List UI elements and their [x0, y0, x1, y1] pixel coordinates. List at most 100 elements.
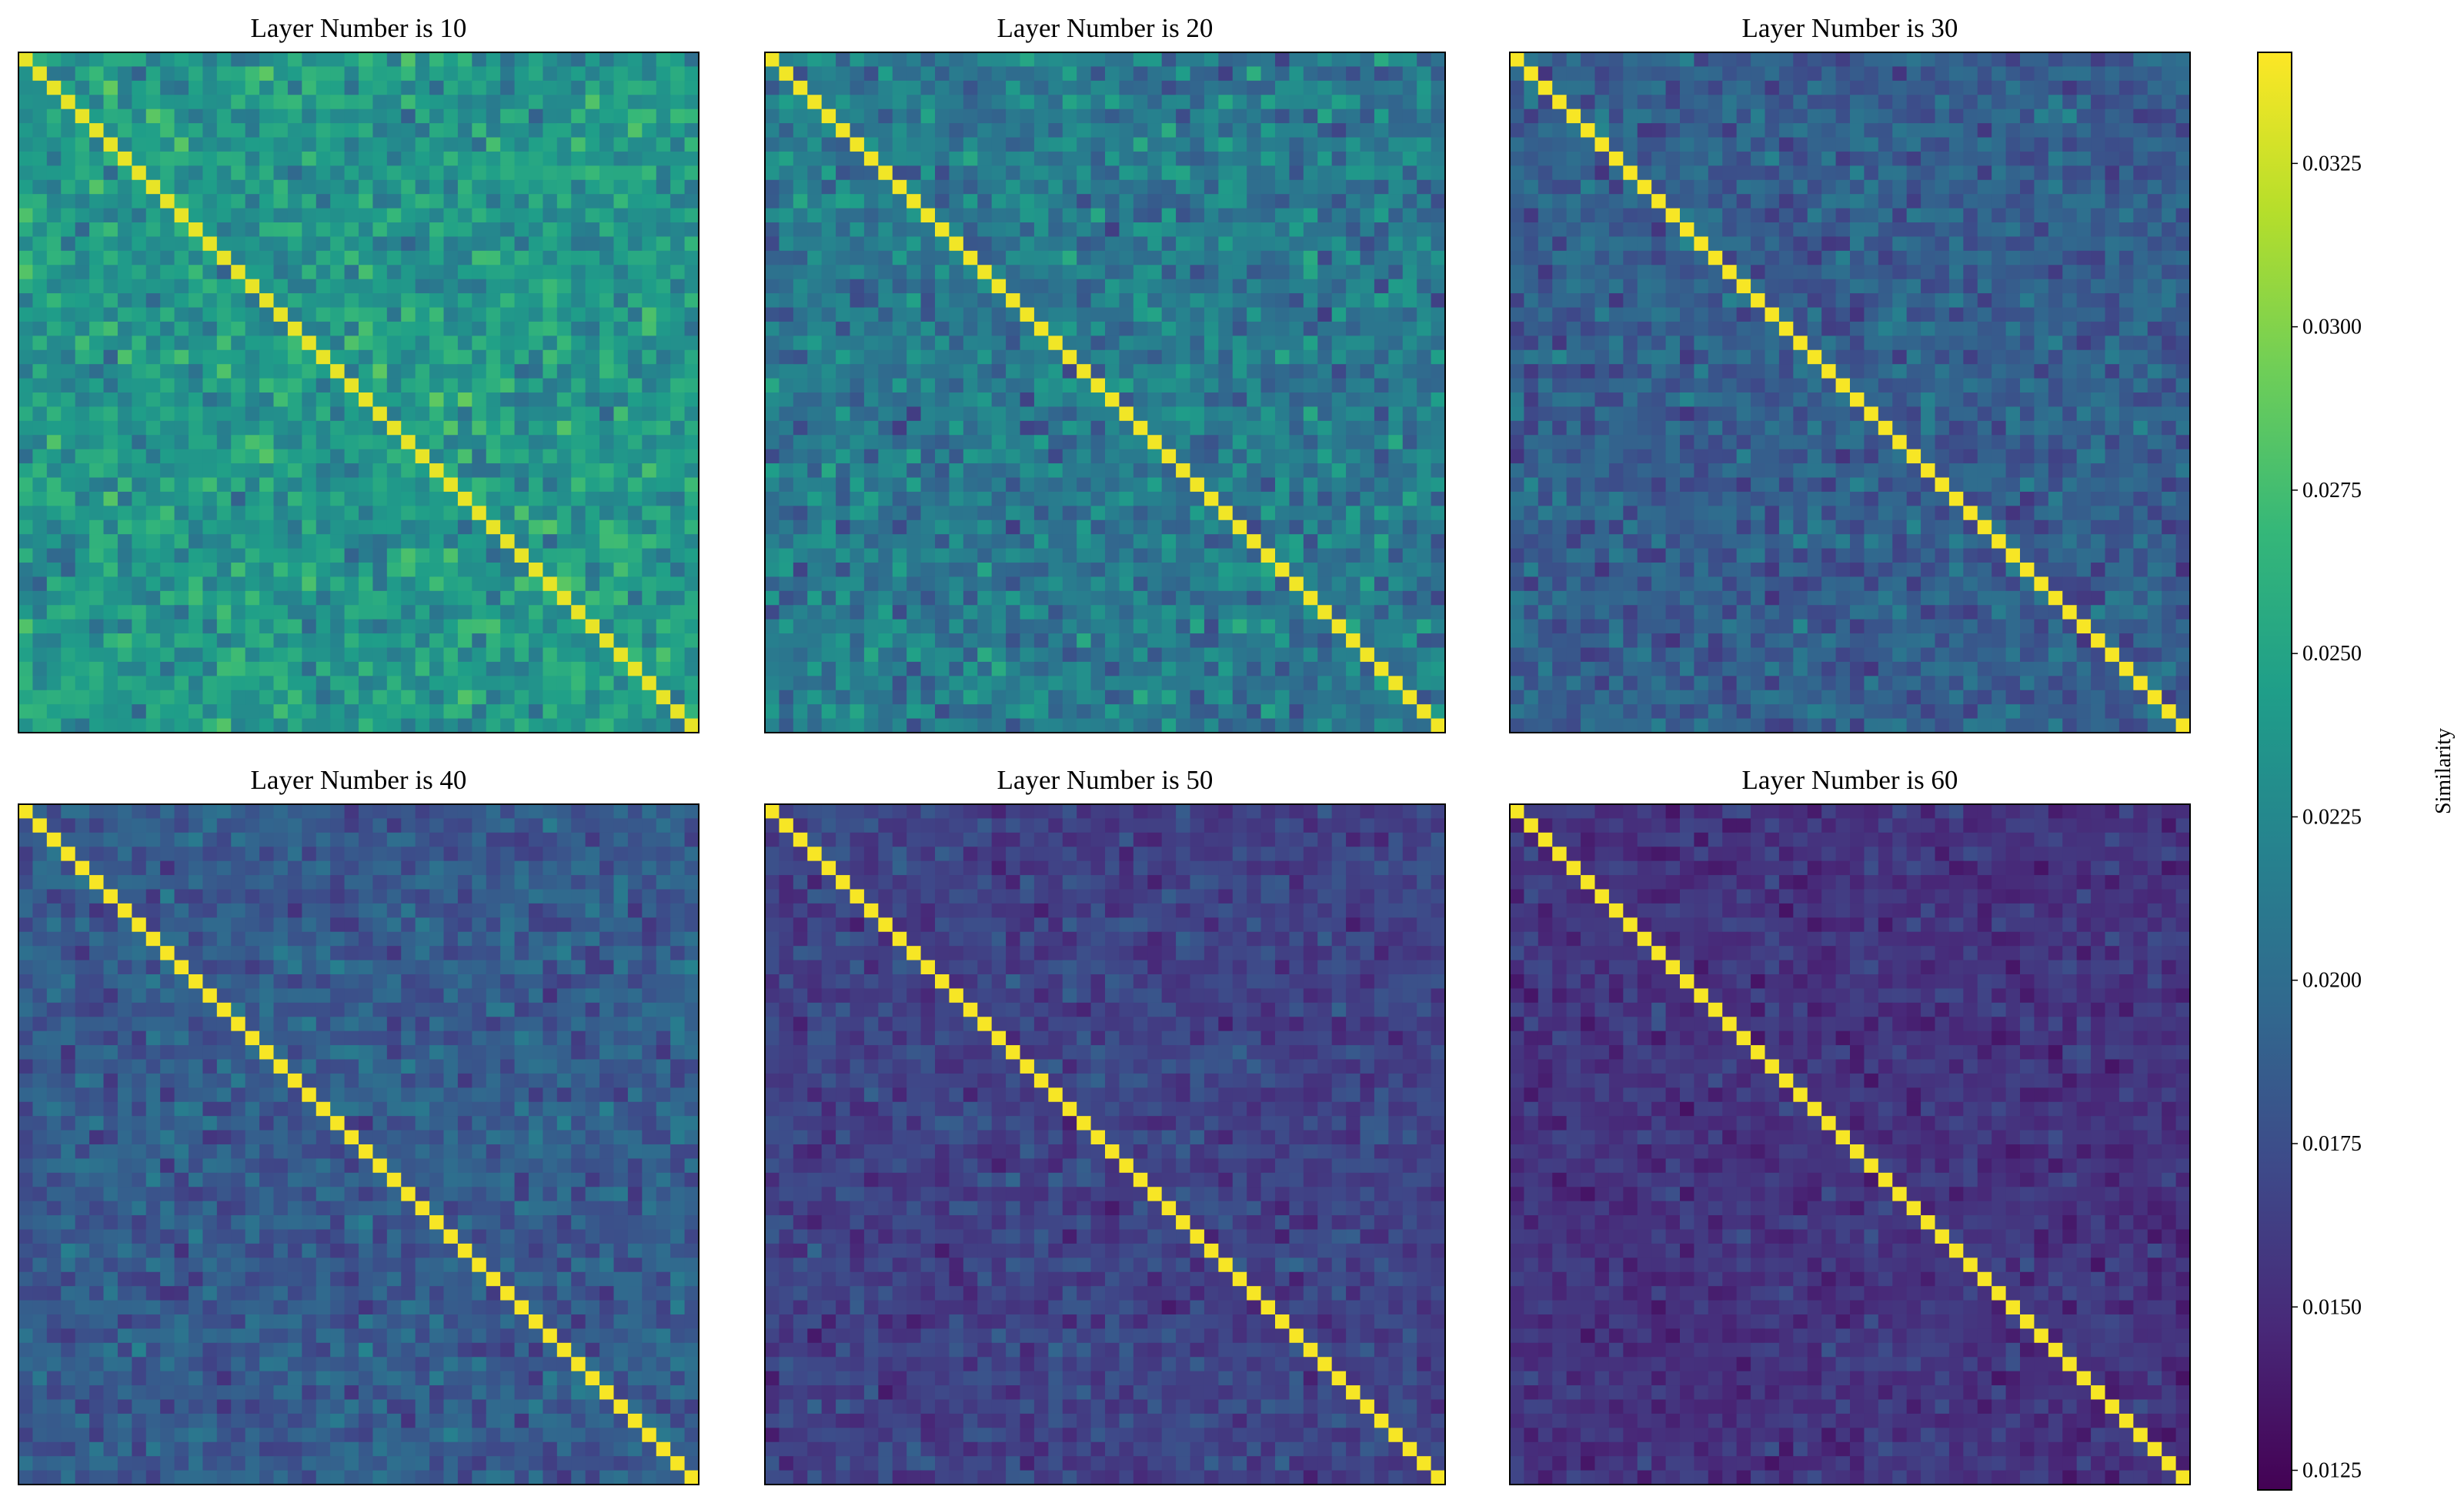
heatmap-cell — [359, 420, 374, 436]
heatmap-cell — [1388, 690, 1404, 705]
heatmap-cell — [231, 506, 246, 521]
heatmap-cell — [656, 109, 671, 124]
heatmap-cell — [1077, 307, 1092, 322]
heatmap-cell — [963, 406, 978, 422]
heatmap-cell — [585, 236, 600, 252]
heatmap-cell — [991, 95, 1007, 110]
heatmap-cell — [850, 647, 865, 663]
heatmap-cell — [1133, 590, 1148, 606]
heatmap-cell — [1303, 420, 1318, 436]
heatmap-cell — [863, 194, 879, 209]
heatmap-cell — [1232, 236, 1247, 252]
heatmap-cell — [1176, 80, 1191, 95]
heatmap-cell — [160, 208, 175, 223]
heatmap-cell — [160, 534, 175, 549]
heatmap-cell — [2034, 109, 2049, 124]
heatmap-cell — [1105, 52, 1120, 68]
heatmap-cell — [935, 548, 950, 563]
heatmap-cell — [684, 463, 699, 479]
heatmap-cell — [1303, 349, 1318, 365]
heatmap-cell — [145, 265, 161, 280]
heatmap-cell — [103, 52, 119, 68]
heatmap-cell — [1161, 435, 1177, 450]
heatmap-cell — [977, 336, 993, 351]
heatmap-cell — [765, 265, 780, 280]
heatmap-cell — [1374, 336, 1389, 351]
heatmap-cell — [1204, 222, 1219, 238]
heatmap-cell — [1204, 534, 1219, 549]
heatmap-cell — [765, 605, 780, 620]
heatmap-cell — [1033, 704, 1049, 720]
heatmap-cell — [684, 194, 699, 209]
heatmap-cell — [216, 718, 232, 733]
heatmap-cell — [1402, 477, 1417, 493]
heatmap-cell — [429, 52, 445, 68]
heatmap-cell — [920, 676, 936, 691]
heatmap-cell — [2062, 109, 2078, 124]
heatmap-cell — [821, 336, 836, 351]
heatmap-cell — [878, 364, 893, 379]
heatmap-cell — [1566, 151, 1581, 166]
heatmap-cell — [160, 519, 175, 535]
heatmap-cell — [863, 95, 879, 110]
heatmap-cell — [1289, 336, 1304, 351]
heatmap-cell — [18, 349, 34, 365]
heatmap-cell — [514, 392, 529, 408]
heatmap-cell — [259, 676, 275, 691]
heatmap-cell — [46, 449, 62, 464]
heatmap-diagonal-cell — [1260, 548, 1276, 563]
heatmap-cell — [1133, 506, 1148, 521]
heatmap-cell — [779, 548, 794, 563]
heatmap-cell — [1275, 293, 1290, 309]
heatmap-diagonal-cell — [863, 151, 879, 166]
heatmap-cell — [1048, 576, 1063, 592]
heatmap-cell — [2005, 80, 2021, 95]
heatmap-cell — [1077, 265, 1092, 280]
heatmap-cell — [2133, 80, 2148, 95]
heatmap-cell — [765, 236, 780, 252]
heatmap-cell — [302, 321, 317, 336]
heatmap-cell — [514, 718, 529, 733]
heatmap-cell — [892, 165, 907, 181]
heatmap-cell — [1020, 179, 1035, 195]
heatmap-cell — [949, 676, 964, 691]
heatmap-cell — [1048, 194, 1063, 209]
heatmap-cell — [1402, 109, 1417, 124]
heatmap-cell — [443, 506, 459, 521]
heatmap-cell — [585, 563, 600, 578]
heatmap-cell — [1133, 123, 1148, 139]
heatmap-cell — [529, 590, 544, 606]
heatmap-cell — [1105, 109, 1120, 124]
heatmap-cell — [1218, 661, 1234, 676]
heatmap-cell — [457, 590, 472, 606]
heatmap-cell — [46, 109, 62, 124]
heatmap-cell — [1977, 123, 1992, 139]
heatmap-cell — [231, 534, 246, 549]
heatmap-cell — [793, 349, 808, 365]
heatmap-cell — [32, 194, 48, 209]
heatmap-cell — [850, 576, 865, 592]
heatmap-cell — [2118, 109, 2134, 124]
heatmap-cell — [189, 519, 204, 535]
heatmap-cell — [613, 265, 629, 280]
heatmap-cell — [359, 293, 374, 309]
heatmap-cell — [89, 563, 105, 578]
heatmap-cell — [670, 222, 686, 238]
heatmap-cell — [472, 647, 487, 663]
heatmap-cell — [1878, 137, 1893, 152]
heatmap-cell — [793, 534, 808, 549]
heatmap-cell — [457, 534, 472, 549]
heatmap-cell — [2105, 109, 2120, 124]
heatmap-cell — [1275, 179, 1290, 195]
heatmap-cell — [174, 506, 189, 521]
heatmap-cell — [1105, 80, 1120, 95]
heatmap-cell — [920, 349, 936, 365]
heatmap-cell — [529, 293, 544, 309]
heatmap-cell — [935, 236, 950, 252]
heatmap-cell — [670, 435, 686, 450]
heatmap-cell — [330, 250, 346, 266]
heatmap-cell — [287, 336, 302, 351]
heatmap-cell — [1360, 420, 1375, 436]
heatmap-cell — [878, 420, 893, 436]
heatmap-cell — [977, 392, 993, 408]
